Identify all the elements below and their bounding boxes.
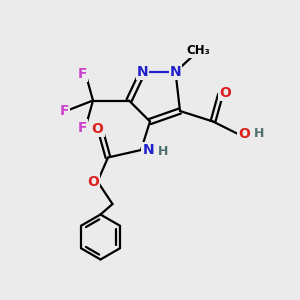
Text: N: N	[137, 65, 148, 79]
Text: O: O	[219, 86, 231, 100]
Text: F: F	[60, 104, 69, 118]
Text: O: O	[238, 127, 250, 140]
Text: N: N	[142, 143, 154, 157]
Text: O: O	[87, 175, 99, 188]
Text: CH₃: CH₃	[186, 44, 210, 58]
Text: F: F	[78, 121, 87, 134]
Text: F: F	[78, 67, 87, 80]
Text: O: O	[92, 122, 104, 136]
Text: H: H	[254, 127, 264, 140]
Text: H: H	[158, 145, 168, 158]
Text: N: N	[170, 65, 181, 79]
